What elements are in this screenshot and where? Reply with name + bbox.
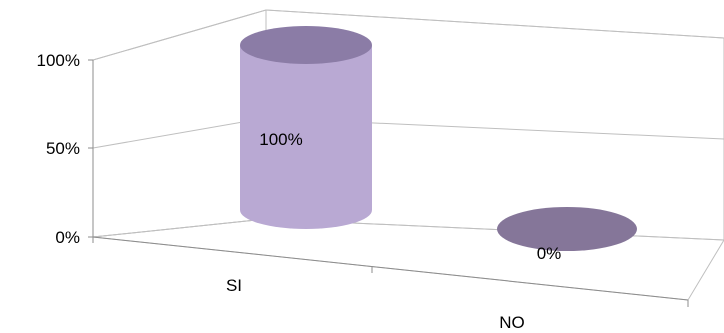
chart-walls	[92, 9, 724, 301]
data-label-no: 0%	[537, 244, 562, 263]
category-axis: SI NO	[92, 236, 689, 332]
x-tick-label-si: SI	[226, 276, 242, 295]
cylinder-si	[240, 26, 372, 229]
value-axis: 0% 50% 100%	[37, 51, 94, 247]
gridline-100	[92, 9, 267, 61]
y-tick-label-50: 50%	[46, 139, 80, 158]
cylinder-base-no	[497, 207, 637, 251]
category-axis-line	[92, 236, 689, 301]
y-tick-label-100: 100%	[37, 51, 80, 70]
cylinder-no	[497, 207, 637, 251]
y-tick-label-0: 0%	[55, 228, 80, 247]
gridline-100-back	[265, 9, 724, 39]
gridline-50	[92, 117, 267, 149]
data-labels: 100% 0%	[259, 130, 561, 263]
cylinder-side-si	[240, 45, 372, 229]
x-tick-label-no: NO	[499, 313, 525, 332]
cylinder-top-si	[240, 26, 372, 64]
cylinder-series	[240, 26, 637, 251]
data-label-si: 100%	[259, 130, 302, 149]
